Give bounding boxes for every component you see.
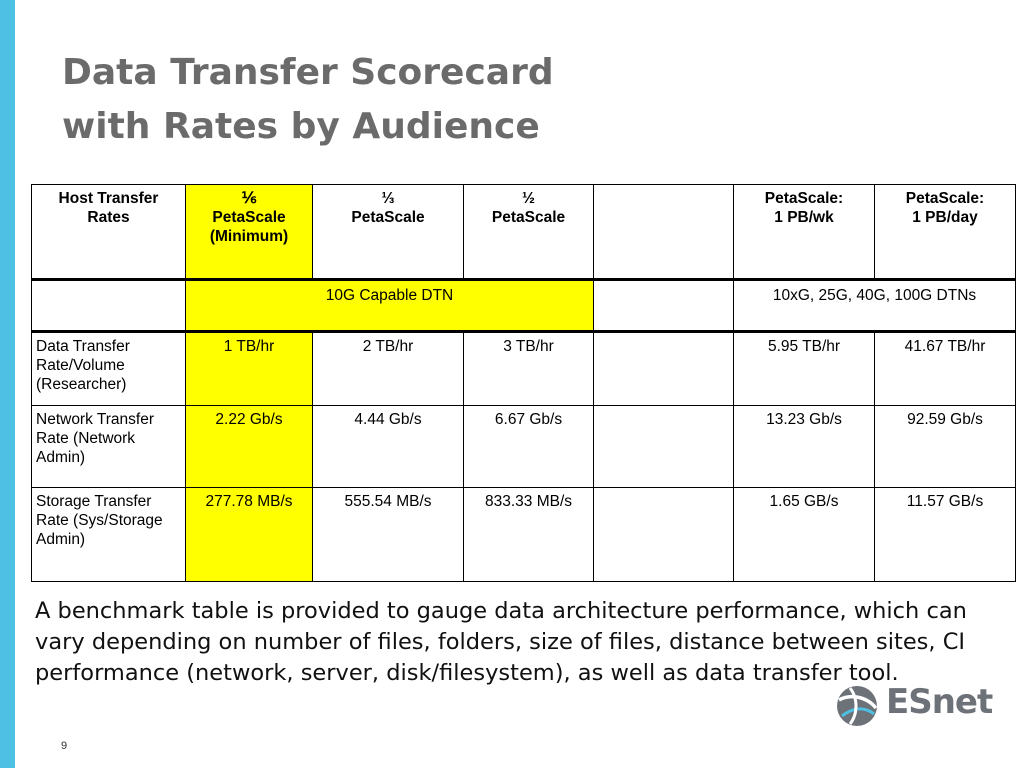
page-title: Data Transfer Scorecard with Rates by Au… xyxy=(62,46,554,154)
title-line-2: with Rates by Audience xyxy=(62,106,540,147)
table-row: Storage Transfer Rate (Sys/Storage Admin… xyxy=(31,487,1016,582)
row-label-storage-admin: Storage Transfer Rate (Sys/Storage Admin… xyxy=(31,487,186,582)
header-pb-day-label: PetaScale: xyxy=(905,190,985,207)
esnet-logo-text: ESnet xyxy=(886,682,993,722)
header-pb-week-rate: 1 PB/wk xyxy=(774,209,834,226)
title-line-1: Data Transfer Scorecard xyxy=(62,52,554,93)
table-cell: 555.54 MB/s xyxy=(312,487,464,582)
table-cell: 2 TB/hr xyxy=(312,331,464,406)
table-cell xyxy=(593,331,734,406)
header-pb-week-label: PetaScale: xyxy=(764,190,844,207)
page-number: 9 xyxy=(61,740,68,752)
table-cell: 92.59 Gb/s xyxy=(874,405,1016,488)
table-cell: 3 TB/hr xyxy=(463,331,594,406)
scorecard-table: Host Transfer Rates ⅙ PetaScale (Minimum… xyxy=(31,184,1016,582)
table-cell: 1.65 GB/s xyxy=(733,487,875,582)
dtn-empty xyxy=(593,279,734,333)
table-cell: 5.95 TB/hr xyxy=(733,331,875,406)
header-pb-day-rate: 1 PB/day xyxy=(912,209,978,226)
table-cell: 277.78 MB/s xyxy=(185,487,313,582)
table-cell: 41.67 TB/hr xyxy=(874,331,1016,406)
table-cell: 11.57 GB/s xyxy=(874,487,1016,582)
table-cell: 833.33 MB/s xyxy=(463,487,594,582)
benchmark-caption: A benchmark table is provided to gauge d… xyxy=(35,598,967,686)
table-header-row: Host Transfer Rates ⅙ PetaScale (Minimum… xyxy=(31,184,1016,281)
table-cell: 2.22 Gb/s xyxy=(185,405,313,488)
table-cell: 4.44 Gb/s xyxy=(312,405,464,488)
header-pb-day: PetaScale: 1 PB/day xyxy=(874,184,1016,281)
esnet-globe-icon xyxy=(837,686,878,726)
header-sixth-petascale: ⅙ PetaScale (Minimum) xyxy=(185,184,313,281)
table-cell xyxy=(593,487,734,582)
esnet-logo: ESnet xyxy=(836,682,993,728)
left-accent-bar xyxy=(0,0,15,768)
table-cell: 6.67 Gb/s xyxy=(463,405,594,488)
row-label-researcher: Data Transfer Rate/Volume (Researcher) xyxy=(31,331,186,406)
header-third-label: PetaScale xyxy=(351,209,425,226)
table-row: Network Transfer Rate (Network Admin) 2.… xyxy=(31,405,1016,488)
table-cell: 1 TB/hr xyxy=(185,331,313,406)
header-third-petascale: ⅓ PetaScale xyxy=(312,184,464,281)
row-label-network-admin: Network Transfer Rate (Network Admin) xyxy=(31,405,186,488)
header-host-transfer-rates: Host Transfer Rates xyxy=(31,184,186,281)
header-sixth-fraction: ⅙ xyxy=(241,190,257,207)
header-half-petascale: ½ PetaScale xyxy=(463,184,594,281)
header-sixth-minimum: (Minimum) xyxy=(209,228,289,245)
table-row: Data Transfer Rate/Volume (Researcher) 1… xyxy=(31,331,1016,406)
header-sixth-label: PetaScale xyxy=(212,209,286,226)
table-cell: 13.23 Gb/s xyxy=(733,405,875,488)
header-half-label: PetaScale xyxy=(491,209,566,226)
header-pb-week: PetaScale: 1 PB/wk xyxy=(733,184,875,281)
header-half-fraction: ½ xyxy=(522,190,535,207)
table-cell xyxy=(593,405,734,488)
header-empty xyxy=(593,184,734,281)
dtn-row-label xyxy=(31,279,186,333)
dtn-10g-capable: 10G Capable DTN xyxy=(185,279,594,333)
dtn-high-speed: 10xG, 25G, 40G, 100G DTNs xyxy=(733,279,1016,333)
dtn-row: 10G Capable DTN 10xG, 25G, 40G, 100G DTN… xyxy=(31,279,1016,333)
header-third-fraction: ⅓ xyxy=(381,190,395,207)
